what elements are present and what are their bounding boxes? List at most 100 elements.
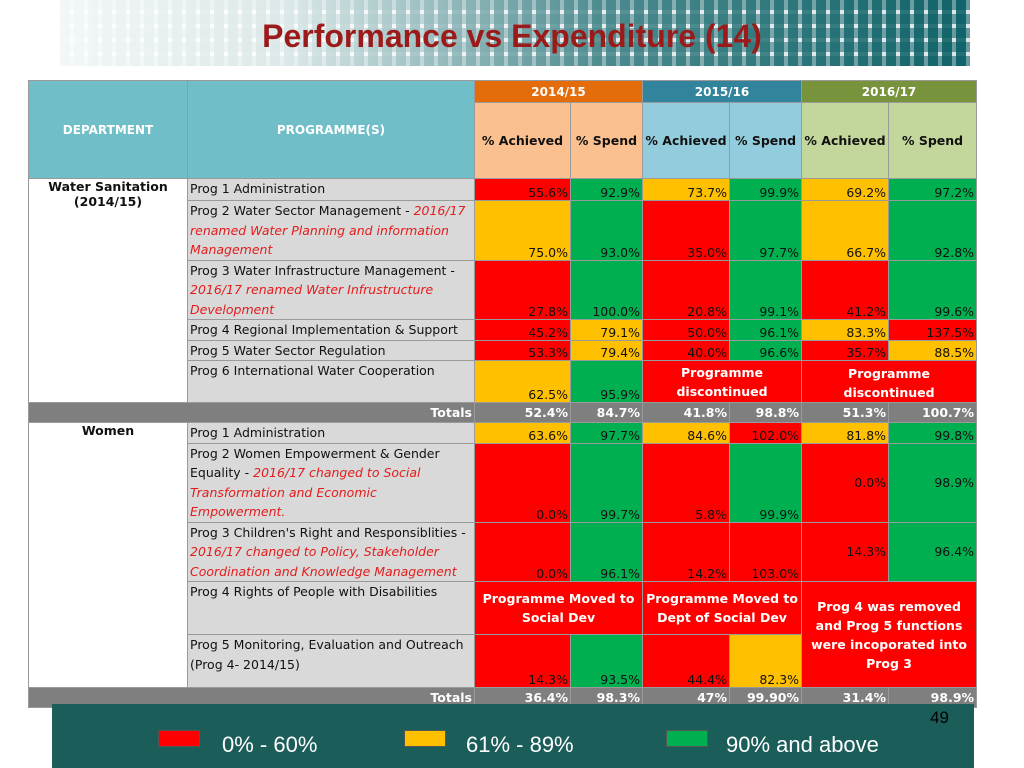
header-programmes: PROGRAMME(S) [187, 80, 475, 179]
value-cell: 73.7% [642, 178, 731, 201]
value-cell: 0.0% [801, 442, 890, 523]
value-cell: 66.7% [801, 200, 890, 261]
value-cell: 5.8% [642, 442, 731, 523]
table-row: Prog 6 International Water Cooperation 6… [29, 360, 978, 403]
value-cell: 99.9% [729, 442, 803, 523]
programme-name: Prog 4 Rights of People with Disabilitie… [187, 581, 475, 635]
header-achieved-2015-16: % Achieved [642, 102, 731, 179]
table-row: Prog 4 Regional Implementation & Support… [29, 319, 978, 341]
header-year-2016-17: 2016/17 [801, 80, 978, 103]
value-cell: 95.9% [569, 360, 644, 403]
table-row: Prog 4 Rights of People with Disabilitie… [29, 581, 978, 688]
table-row: Prog 2 Women Empowerment & Gender Equali… [29, 442, 978, 523]
value-cell: 62.5% [474, 360, 571, 403]
header-achieved-2016-17: % Achieved [801, 102, 890, 179]
department-cell: Women [28, 422, 188, 688]
value-cell: 92.9% [569, 178, 644, 201]
programme-name: Prog 2 Women Empowerment & Gender Equali… [187, 442, 475, 523]
table-row: Prog 2 Water Sector Management - 2016/17… [29, 200, 978, 261]
programme-discontinued-2015-16: Programme discontinued [642, 360, 803, 403]
totals-label: Totals [28, 402, 475, 423]
value-cell: 79.4% [569, 339, 644, 361]
value-cell: 82.3% [729, 634, 803, 688]
total-value: 98.3% [569, 687, 644, 708]
header-year-2014-15: 2014/15 [473, 80, 644, 103]
total-value: 41.8% [642, 402, 731, 423]
programme-name: Prog 6 International Water Cooperation [187, 360, 475, 403]
value-cell: 0.0% [474, 521, 571, 582]
programme-removed-2016-17: Prog 4 was removed and Prog 5 functions … [801, 581, 978, 688]
value-cell: 27.8% [474, 259, 571, 320]
legend-label-orange: 61% - 89% [466, 732, 574, 757]
programme-name: Prog 5 Water Sector Regulation [187, 339, 475, 361]
header-spend-2014-15: % Spend [569, 102, 644, 179]
totals-row: Totals 52.4% 84.7% 41.8% 98.8% 51.3% 100… [28, 402, 978, 423]
programme-name: Prog 2 Water Sector Management - 2016/17… [187, 200, 475, 261]
value-cell: 96.4% [888, 521, 978, 582]
total-value: 52.4% [474, 402, 571, 423]
value-cell: 35.7% [801, 339, 890, 361]
total-value: 98.8% [729, 402, 803, 423]
footer-bar [52, 704, 974, 768]
value-cell: 96.1% [729, 319, 803, 341]
value-cell: 97.2% [888, 178, 978, 201]
legend-swatch-orange [404, 730, 446, 747]
programme-name: Prog 1 Administration [187, 422, 475, 444]
value-cell: 79.1% [569, 319, 644, 341]
programme-note: 2016/17 changed to Social Transformation… [190, 465, 421, 519]
value-cell: 96.1% [569, 521, 644, 582]
value-cell: 50.0% [642, 319, 731, 341]
value-cell: 88.5% [888, 339, 978, 361]
value-cell: 35.0% [642, 200, 731, 261]
table-row: Prog 5 Water Sector Regulation 53.3% 79.… [29, 339, 978, 361]
page-number: 49 [930, 708, 949, 727]
value-cell: 93.5% [569, 634, 644, 688]
value-cell: 55.6% [474, 178, 571, 201]
value-cell: 14.3% [801, 521, 890, 582]
header-achieved-2014-15: % Achieved [474, 102, 571, 179]
value-cell: 84.6% [642, 422, 731, 444]
legend-label-green: 90% and above [726, 732, 879, 757]
value-cell: 98.9% [888, 442, 978, 523]
value-cell: 96.6% [729, 339, 803, 361]
value-cell: 63.6% [474, 422, 571, 444]
header-year-2015-16: 2015/16 [642, 80, 803, 103]
total-value: 100.7% [888, 402, 978, 423]
programme-name: Prog 1 Administration [187, 178, 475, 201]
total-value: 99.90% [729, 687, 803, 708]
total-value: 84.7% [569, 402, 644, 423]
legend-swatch-red [158, 730, 200, 747]
table-row: Prog 3 Children's Right and Responsiblit… [29, 521, 978, 582]
page-title: Performance vs Expenditure (14) [262, 18, 762, 54]
programme-name: Prog 3 Water Infrastructure Management -… [187, 259, 475, 320]
performance-table: DEPARTMENT PROGRAMME(S) 2014/15 2015/16 … [28, 80, 978, 708]
header-spend-2016-17: % Spend [888, 102, 978, 179]
total-value: 31.4% [801, 687, 890, 708]
value-cell: 100.0% [569, 259, 644, 320]
value-cell: 81.8% [801, 422, 890, 444]
programme-name: Prog 4 Regional Implementation & Support [187, 319, 475, 341]
department-year: (2014/15) [73, 194, 143, 209]
value-cell: 53.3% [474, 339, 571, 361]
table-row: Prog 3 Water Infrastructure Management -… [29, 259, 978, 320]
programme-moved-2014-15: Programme Moved to Social Dev [473, 581, 644, 635]
value-cell: 75.0% [474, 200, 571, 261]
header-banner [60, 0, 970, 66]
value-cell: 93.0% [569, 200, 644, 261]
value-cell: 14.2% [642, 521, 731, 582]
legend-swatch-green [666, 730, 708, 747]
programme-name: Prog 5 Monitoring, Evaluation and Outrea… [187, 634, 475, 688]
value-cell: 83.3% [801, 319, 890, 341]
value-cell: 99.8% [888, 422, 978, 444]
department-name: Women [81, 423, 135, 439]
table-row: Prog 5 Monitoring, Evaluation and Outrea… [29, 634, 977, 688]
department-name: Water Sanitation [48, 179, 168, 195]
programme-moved-2015-16: Programme Moved to Dept of Social Dev [642, 581, 803, 635]
department-cell: Water Sanitation (2014/15) [28, 178, 188, 403]
value-cell: 14.3% [474, 634, 571, 688]
value-cell: 44.4% [642, 634, 731, 688]
header-department: DEPARTMENT [28, 80, 188, 179]
total-value: 51.3% [801, 402, 890, 423]
value-cell: 99.7% [569, 442, 644, 523]
value-cell: 99.6% [888, 259, 978, 320]
